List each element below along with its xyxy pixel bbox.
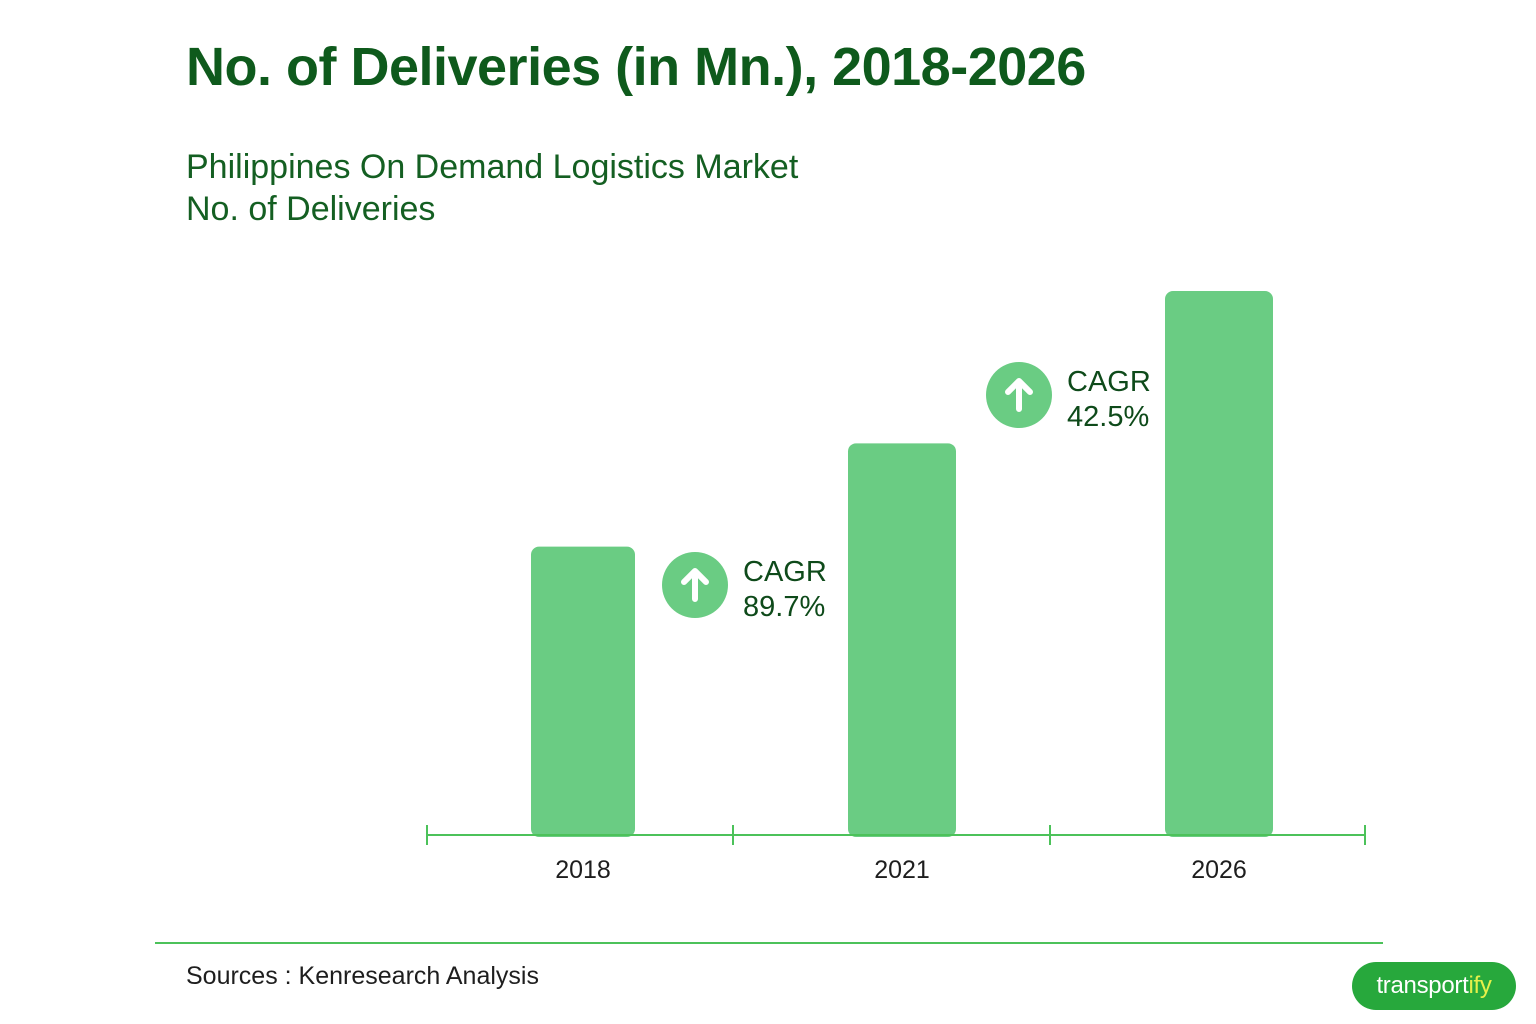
cagr-label-1: CAGR: [1067, 366, 1151, 398]
cagr-value-1: 42.5%: [1067, 401, 1149, 433]
bar-2021: [848, 443, 956, 837]
logo-accent-text: ify: [1468, 972, 1492, 999]
cagr-label-0: CAGR: [743, 556, 827, 588]
chart-subtitle: Philippines On Demand Logistics Market N…: [186, 146, 798, 230]
chart-title: No. of Deliveries (in Mn.), 2018-2026: [186, 37, 1086, 97]
bar-2026: [1165, 291, 1273, 837]
x-tick-label-2026: 2026: [1191, 856, 1247, 884]
x-tick-label-2018: 2018: [555, 856, 611, 884]
transportify-logo: transport ify: [1352, 962, 1516, 1010]
x-tick-label-2021: 2021: [874, 856, 930, 884]
arrow-up-icon: [1005, 378, 1033, 412]
arrow-up-icon: [681, 568, 709, 602]
subtitle-market: Philippines On Demand Logistics Market: [186, 148, 799, 186]
source-note: Sources : Kenresearch Analysis: [186, 962, 539, 990]
bar-2018: [531, 546, 635, 837]
subtitle-metric: No. of Deliveries: [186, 190, 436, 228]
logo-text: transport: [1376, 972, 1469, 999]
footer-divider: [155, 942, 1383, 944]
cagr-value-0: 89.7%: [743, 591, 825, 623]
